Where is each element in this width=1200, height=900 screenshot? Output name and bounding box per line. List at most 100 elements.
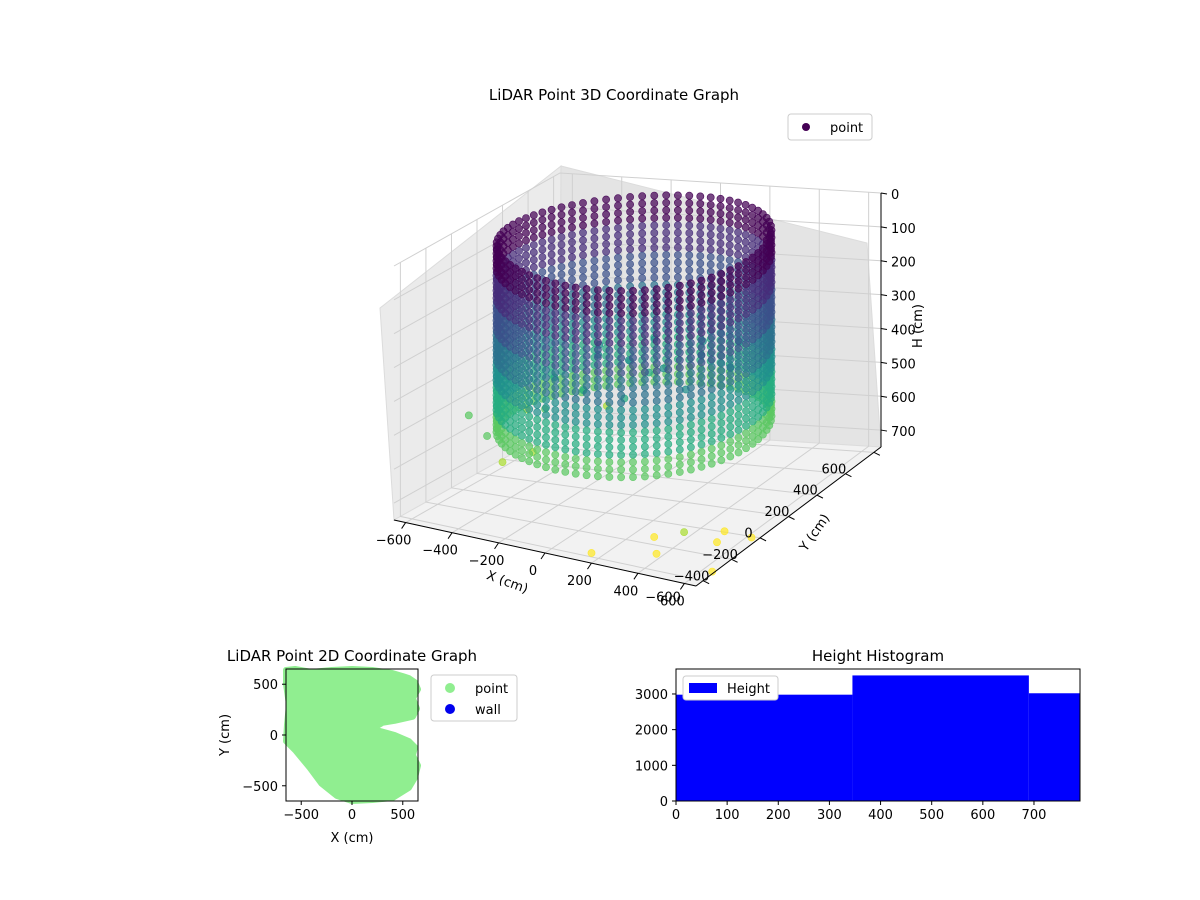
data-point-3d xyxy=(617,443,625,452)
legend-3d-marker-point xyxy=(802,123,810,131)
data-point-3d xyxy=(717,396,726,405)
data-point-3d xyxy=(568,268,576,276)
chart-3d: LiDAR Point 3D Coordinate Graph −600 −400… xyxy=(376,86,926,609)
data-point-3d xyxy=(652,329,661,338)
data-point-3d xyxy=(638,229,647,238)
data-point-3d xyxy=(561,333,570,342)
data-point-3d xyxy=(571,290,580,299)
data-point-3d xyxy=(726,430,735,438)
data-point-3d xyxy=(551,346,560,355)
data-point-3d xyxy=(675,304,684,312)
data-point-3d xyxy=(734,243,742,252)
data-point-3d xyxy=(551,443,560,452)
data-point-3d xyxy=(638,244,647,253)
data-point-3d xyxy=(697,321,706,330)
data-point-3d xyxy=(594,464,602,473)
data-point-3d xyxy=(551,398,560,407)
data-point-3d xyxy=(533,438,542,446)
data-point-3d xyxy=(617,309,625,318)
data-point-3d xyxy=(726,370,735,379)
data-point-3d xyxy=(568,245,576,254)
data-point-3d xyxy=(707,377,716,386)
data-point-3d xyxy=(674,191,682,200)
data-point-3d xyxy=(602,232,610,241)
data-point-3d xyxy=(716,232,725,240)
grid-line-z xyxy=(393,172,882,267)
data-point-3d xyxy=(716,194,725,203)
data-point-3d xyxy=(734,418,743,427)
data-point-3d xyxy=(617,361,625,370)
data-point-3d xyxy=(582,456,591,465)
data-point-3d xyxy=(629,421,637,429)
z-tick-label-3d: 400 xyxy=(891,323,916,338)
x-tick-label-histogram: 400 xyxy=(868,808,893,823)
data-point-3d xyxy=(748,298,757,307)
data-point-3d xyxy=(542,373,550,382)
data-point-3d xyxy=(547,250,556,259)
data-point-3d xyxy=(542,388,550,397)
data-point-3d xyxy=(533,333,542,342)
data-point-3d xyxy=(697,440,706,449)
data-point-3d xyxy=(652,367,661,375)
data-point-3d xyxy=(518,312,526,321)
z-tick-label-3d: 300 xyxy=(891,290,916,305)
data-point-3d xyxy=(498,458,507,466)
data-point-3d xyxy=(652,419,661,428)
data-point-3d xyxy=(561,318,570,327)
data-point-3d xyxy=(571,439,580,448)
data-point-3d xyxy=(594,420,602,429)
grid-line-x xyxy=(498,179,672,544)
data-point-3d xyxy=(571,432,580,441)
data-point-3d xyxy=(511,391,520,399)
data-point-3d xyxy=(568,238,576,247)
z-tick-3d xyxy=(880,429,888,432)
data-point-3d xyxy=(511,383,520,392)
data-point-3d xyxy=(525,405,534,414)
data-point-3d xyxy=(568,223,576,232)
data-point-3d xyxy=(664,432,673,441)
data-point-3d xyxy=(687,376,695,385)
data-point-3d xyxy=(674,198,682,207)
data-point-3d xyxy=(614,201,622,210)
data-point-3d xyxy=(697,291,706,300)
data-point-3d xyxy=(594,360,602,369)
y-tick-3d xyxy=(788,516,795,520)
data-point-3d xyxy=(605,435,614,444)
data-point-3d xyxy=(726,452,735,461)
data-point-3d xyxy=(605,450,614,459)
data-point-3d xyxy=(551,368,560,377)
data-point-3d xyxy=(629,435,637,444)
data-point-3d xyxy=(582,419,591,427)
x-tick-label-histogram: 300 xyxy=(817,808,842,823)
data-point-3d xyxy=(734,228,742,237)
data-point-3d xyxy=(641,338,649,347)
data-point-3d xyxy=(594,457,602,466)
data-point-3d xyxy=(687,361,695,370)
data-point-3d xyxy=(629,353,637,362)
data-point-3d xyxy=(707,400,716,408)
data-point-3d xyxy=(561,453,570,461)
data-point-3d xyxy=(590,197,599,206)
data-point-3d xyxy=(734,284,743,293)
data-point-3d xyxy=(542,321,550,330)
data-point-3d xyxy=(707,340,716,349)
data-point-3d xyxy=(547,243,556,251)
data-point-3d xyxy=(511,428,520,437)
data-point-3d xyxy=(641,412,649,421)
x-tick-label-histogram: 500 xyxy=(919,808,944,823)
data-point-3d xyxy=(511,450,520,459)
data-point-3d xyxy=(571,305,580,314)
data-point-3d xyxy=(529,211,538,220)
data-point-3d xyxy=(638,251,647,260)
data-point-3d xyxy=(650,228,659,237)
data-point-3d xyxy=(511,353,520,362)
data-point-3d xyxy=(734,262,743,271)
data-point-3d xyxy=(742,421,750,430)
data-point-3d xyxy=(725,196,734,205)
data-point-3d xyxy=(662,191,671,200)
data-point-3d xyxy=(538,223,547,232)
data-point-3d xyxy=(687,331,695,340)
data-point-3d xyxy=(518,342,526,351)
data-point-3d xyxy=(571,358,580,366)
data-point-3d xyxy=(542,314,550,323)
